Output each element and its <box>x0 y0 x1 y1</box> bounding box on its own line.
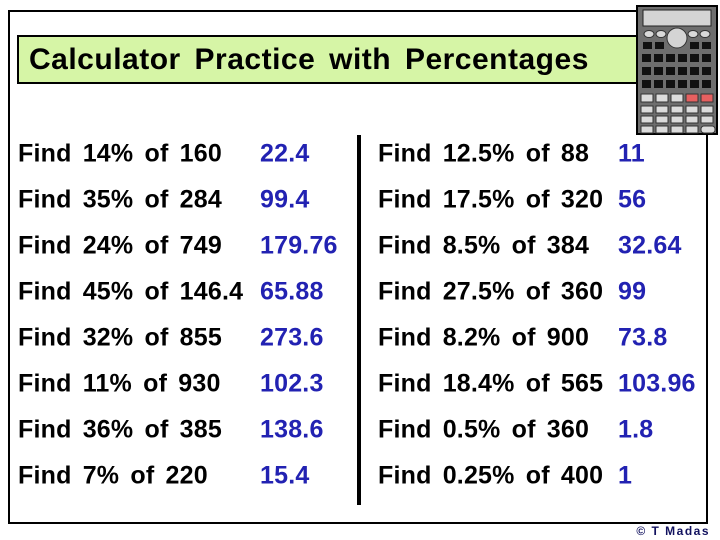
problem-row: Find 0.25% of 400 1 <box>378 453 708 499</box>
problem-question: Find 24% of 749 <box>18 231 222 260</box>
page-title: Calculator Practice with Percentages <box>29 42 589 76</box>
problem-question: Find 36% of 385 <box>18 415 222 444</box>
problem-row: Find 35% of 284 99.4 <box>18 177 353 223</box>
problem-question: Find 32% of 855 <box>18 323 222 352</box>
problem-question: Find 14% of 160 <box>18 139 222 168</box>
problem-answer: 56 <box>618 185 647 214</box>
problem-row: Find 8.2% of 900 73.8 <box>378 315 708 361</box>
problem-question: Find 7% of 220 <box>18 461 208 490</box>
problem-row: Find 11% of 930 102.3 <box>18 361 353 407</box>
problem-row: Find 27.5% of 360 99 <box>378 269 708 315</box>
calculator-icon <box>636 5 718 135</box>
problem-answer: 1.8 <box>618 415 654 444</box>
problem-answer: 65.88 <box>260 277 324 306</box>
problem-answer: 103.96 <box>618 369 696 398</box>
problem-question: Find 45% of 146.4 <box>18 277 244 306</box>
problem-row: Find 24% of 749 179.76 <box>18 223 353 269</box>
problem-answer: 1 <box>618 461 633 490</box>
problem-question: Find 12.5% of 88 <box>378 139 590 168</box>
problems-left-column: Find 14% of 160 22.4 Find 35% of 284 99.… <box>18 131 353 499</box>
title-bar: Calculator Practice with Percentages <box>17 35 640 84</box>
problems-right-column: Find 12.5% of 88 11 Find 17.5% of 320 56… <box>378 131 708 499</box>
problem-answer: 73.8 <box>618 323 668 352</box>
problem-row: Find 14% of 160 22.4 <box>18 131 353 177</box>
problem-question: Find 8.2% of 900 <box>378 323 590 352</box>
problem-row: Find 17.5% of 320 56 <box>378 177 708 223</box>
problem-question: Find 11% of 930 <box>18 369 221 398</box>
problem-answer: 22.4 <box>260 139 310 168</box>
problem-row: Find 32% of 855 273.6 <box>18 315 353 361</box>
problem-answer: 179.76 <box>260 231 338 260</box>
column-divider <box>357 135 361 505</box>
problem-question: Find 35% of 284 <box>18 185 222 214</box>
problem-row: Find 8.5% of 384 32.64 <box>378 223 708 269</box>
problem-answer: 99.4 <box>260 185 310 214</box>
problem-row: Find 18.4% of 565 103.96 <box>378 361 708 407</box>
calculator-graphic <box>636 5 718 135</box>
problem-question: Find 17.5% of 320 <box>378 185 604 214</box>
slide-frame <box>8 10 708 524</box>
problem-answer: 273.6 <box>260 323 324 352</box>
problem-question: Find 0.5% of 360 <box>378 415 590 444</box>
problem-question: Find 18.4% of 565 <box>378 369 604 398</box>
copyright-footer: © T Madas <box>636 524 710 538</box>
problem-answer: 32.64 <box>618 231 682 260</box>
problem-row: Find 45% of 146.4 65.88 <box>18 269 353 315</box>
problem-question: Find 0.25% of 400 <box>378 461 604 490</box>
problem-question: Find 8.5% of 384 <box>378 231 590 260</box>
problem-answer: 15.4 <box>260 461 310 490</box>
problem-answer: 11 <box>618 139 645 168</box>
problem-answer: 138.6 <box>260 415 324 444</box>
problem-answer: 99 <box>618 277 647 306</box>
problem-row: Find 36% of 385 138.6 <box>18 407 353 453</box>
problem-row: Find 0.5% of 360 1.8 <box>378 407 708 453</box>
problem-question: Find 27.5% of 360 <box>378 277 604 306</box>
problem-row: Find 12.5% of 88 11 <box>378 131 708 177</box>
problem-row: Find 7% of 220 15.4 <box>18 453 353 499</box>
problem-answer: 102.3 <box>260 369 324 398</box>
